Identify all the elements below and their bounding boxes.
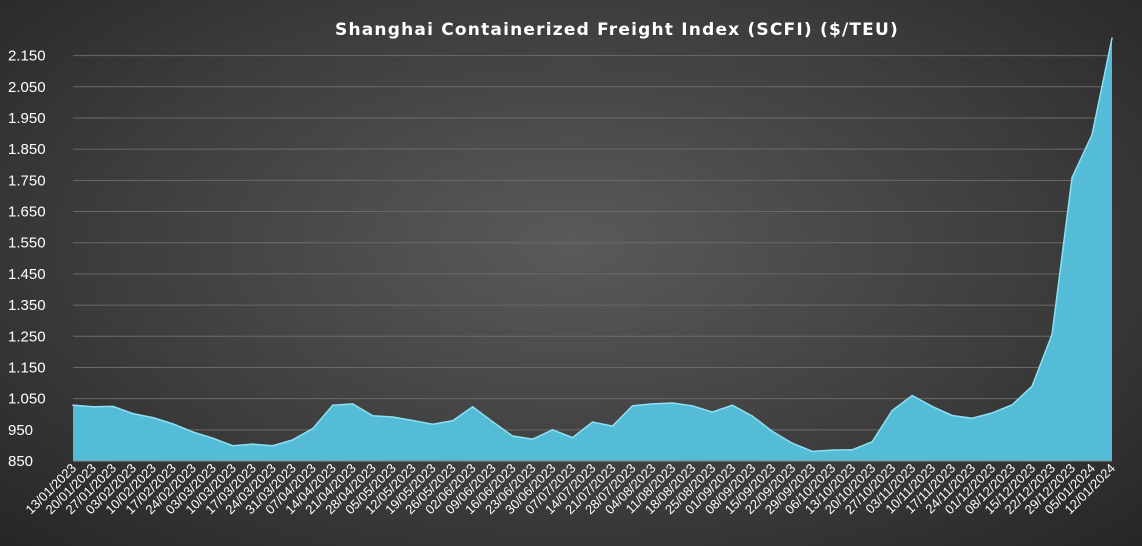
data-point xyxy=(391,416,394,418)
data-point xyxy=(451,419,454,422)
y-tick-label: 950 xyxy=(8,422,33,439)
data-point xyxy=(791,442,794,445)
data-point xyxy=(371,414,374,417)
gridlines xyxy=(73,55,1112,431)
data-point xyxy=(971,417,973,420)
data-point xyxy=(1031,385,1033,387)
data-point xyxy=(631,405,634,407)
data-point xyxy=(311,427,314,430)
data-point xyxy=(531,438,534,440)
data-point xyxy=(951,414,953,417)
data-point xyxy=(212,437,214,440)
data-point xyxy=(232,444,234,447)
series-line xyxy=(72,37,1113,453)
data-point xyxy=(911,394,913,397)
data-point xyxy=(751,415,754,417)
y-tick-label: 2.150 xyxy=(8,48,46,65)
y-tick-label: 1.550 xyxy=(8,235,46,252)
data-point xyxy=(351,403,354,405)
data-point xyxy=(851,448,854,451)
y-tick-label: 850 xyxy=(8,453,33,470)
data-point xyxy=(811,450,814,453)
data-point xyxy=(411,419,414,422)
data-point xyxy=(731,404,734,406)
data-point xyxy=(72,404,74,406)
y-tick-label: 1.850 xyxy=(8,141,46,158)
data-point xyxy=(931,405,933,408)
y-tick-label: 1.450 xyxy=(8,266,46,283)
data-point xyxy=(172,423,174,425)
y-tick-label: 1.650 xyxy=(8,204,46,221)
data-point xyxy=(291,438,294,441)
data-point xyxy=(471,405,474,408)
data-point xyxy=(192,431,194,433)
y-axis-tick-labels: 850 950 1.050 1.150 1.250 1.350 1.450 1.550 1.65… xyxy=(8,48,46,470)
y-tick-label: 1.950 xyxy=(8,110,46,127)
y-tick-label: 1.250 xyxy=(8,328,46,345)
y-tick-label: 1.750 xyxy=(8,172,46,189)
data-point xyxy=(871,440,874,443)
data-point xyxy=(1091,134,1093,136)
data-point xyxy=(132,412,134,415)
data-point xyxy=(891,409,894,412)
data-point xyxy=(671,402,674,404)
data-point xyxy=(831,449,834,451)
data-point xyxy=(711,411,714,413)
data-point xyxy=(491,420,494,423)
data-point xyxy=(92,405,94,408)
data-point xyxy=(1011,404,1013,406)
data-point xyxy=(551,429,554,431)
y-tick-label: 1.050 xyxy=(8,391,46,408)
area-fill xyxy=(73,38,1112,461)
data-point xyxy=(152,416,154,419)
y-tick-label: 1.150 xyxy=(8,359,46,376)
y-tick-label: 2.050 xyxy=(8,79,46,96)
data-point xyxy=(331,404,334,406)
y-tick-label: 1.350 xyxy=(8,297,46,314)
data-point xyxy=(1111,37,1113,39)
data-point xyxy=(1051,333,1053,336)
data-point xyxy=(272,444,274,447)
data-point xyxy=(991,412,993,414)
data-point xyxy=(691,405,694,407)
chart-title: Shanghai Containerized Freight Index (SC… xyxy=(335,20,899,40)
data-point xyxy=(651,403,654,405)
data-point xyxy=(611,425,614,427)
data-point xyxy=(511,435,514,437)
data-point xyxy=(1071,176,1073,179)
data-point xyxy=(571,436,574,439)
data-point xyxy=(591,421,594,423)
area-series xyxy=(72,37,1113,462)
data-point xyxy=(112,405,114,408)
data-point xyxy=(252,443,254,445)
x-axis-tick-labels: 13/01/202320/01/202327/01/202303/02/2023… xyxy=(22,461,1118,518)
data-point xyxy=(431,423,434,426)
data-point xyxy=(771,430,774,433)
